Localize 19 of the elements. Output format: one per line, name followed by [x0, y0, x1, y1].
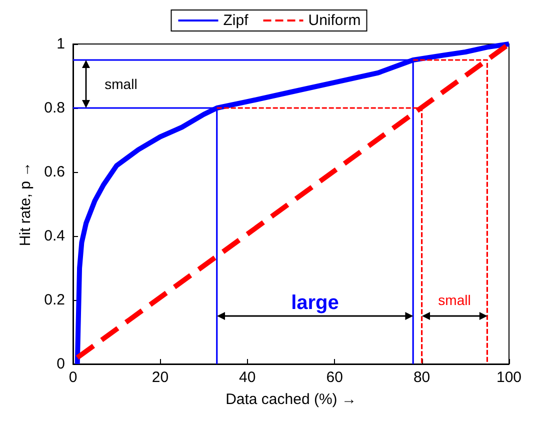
x-tick-label: 20: [152, 369, 169, 386]
x-tick-label: 100: [496, 369, 522, 386]
x-tick-label: 0: [68, 369, 78, 386]
y-tick-label: 1: [56, 36, 65, 52]
x-tick-label: 60: [326, 369, 343, 386]
annotation: small: [438, 292, 471, 308]
y-tick-label: 0.2: [44, 292, 65, 308]
x-tick-label: 40: [239, 369, 256, 386]
y-tick-label: 0: [56, 356, 65, 372]
y-tick-label: 0.4: [44, 228, 65, 244]
annotation: small: [104, 76, 138, 92]
y-tick-label: 0.8: [44, 100, 65, 116]
legend-label: Zipf: [223, 12, 250, 29]
x-axis-title: Data cached (%) →: [226, 391, 356, 408]
x-tick-label: 80: [413, 369, 430, 386]
annotation: large: [291, 292, 339, 314]
y-tick-label: 0.6: [44, 164, 65, 180]
y-axis-title: Hit rate, p →: [17, 162, 34, 246]
legend-label: Uniform: [308, 12, 361, 29]
